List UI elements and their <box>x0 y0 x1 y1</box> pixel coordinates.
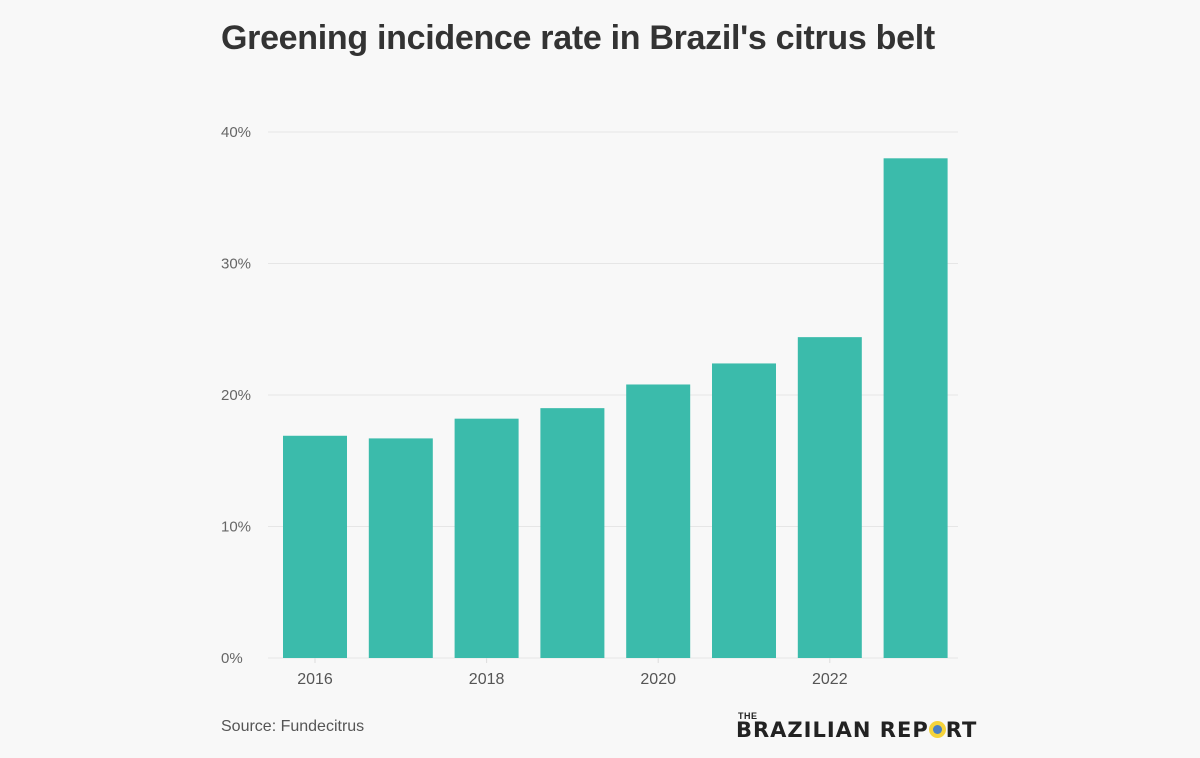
bar-2022 <box>797 337 862 658</box>
logo-main-text: BRAZILIAN REP RT <box>736 718 977 742</box>
bar-2023 <box>883 158 948 659</box>
bar-2017 <box>368 438 433 658</box>
bar-2016 <box>283 435 347 658</box>
x-tick-label: 2020 <box>640 671 676 688</box>
brazilian-report-logo: THE BRAZILIAN REP RT <box>736 711 986 745</box>
logo-text-part: BRAZILIAN REP <box>736 718 929 742</box>
y-tick-label: 30% <box>221 256 251 273</box>
y-tick-label: 10% <box>221 519 251 536</box>
bar-2018 <box>454 418 519 658</box>
bars <box>283 158 948 659</box>
logo-text-part: RT <box>945 718 978 742</box>
x-tick-label: 2018 <box>469 671 505 688</box>
bar-2019 <box>540 408 605 658</box>
source-note: Source: Fundecitrus <box>221 718 365 735</box>
logo-the-text: THE <box>738 711 758 721</box>
brazil-globe-icon <box>928 721 946 738</box>
y-tick-label: 40% <box>221 124 251 141</box>
y-axis-ticks: 0% 10% 20% 30% 40% <box>221 124 251 667</box>
bar-2021 <box>712 363 776 658</box>
x-tick-label: 2016 <box>297 671 333 688</box>
y-tick-label: 20% <box>221 387 251 404</box>
chart-title: Greening incidence rate in Brazil's citr… <box>221 19 935 57</box>
x-tick-label: 2022 <box>812 671 848 688</box>
x-axis-ticks: 2016 2018 2020 2022 <box>297 658 848 688</box>
y-tick-label: 0% <box>221 650 243 667</box>
bar-2020 <box>626 384 691 658</box>
